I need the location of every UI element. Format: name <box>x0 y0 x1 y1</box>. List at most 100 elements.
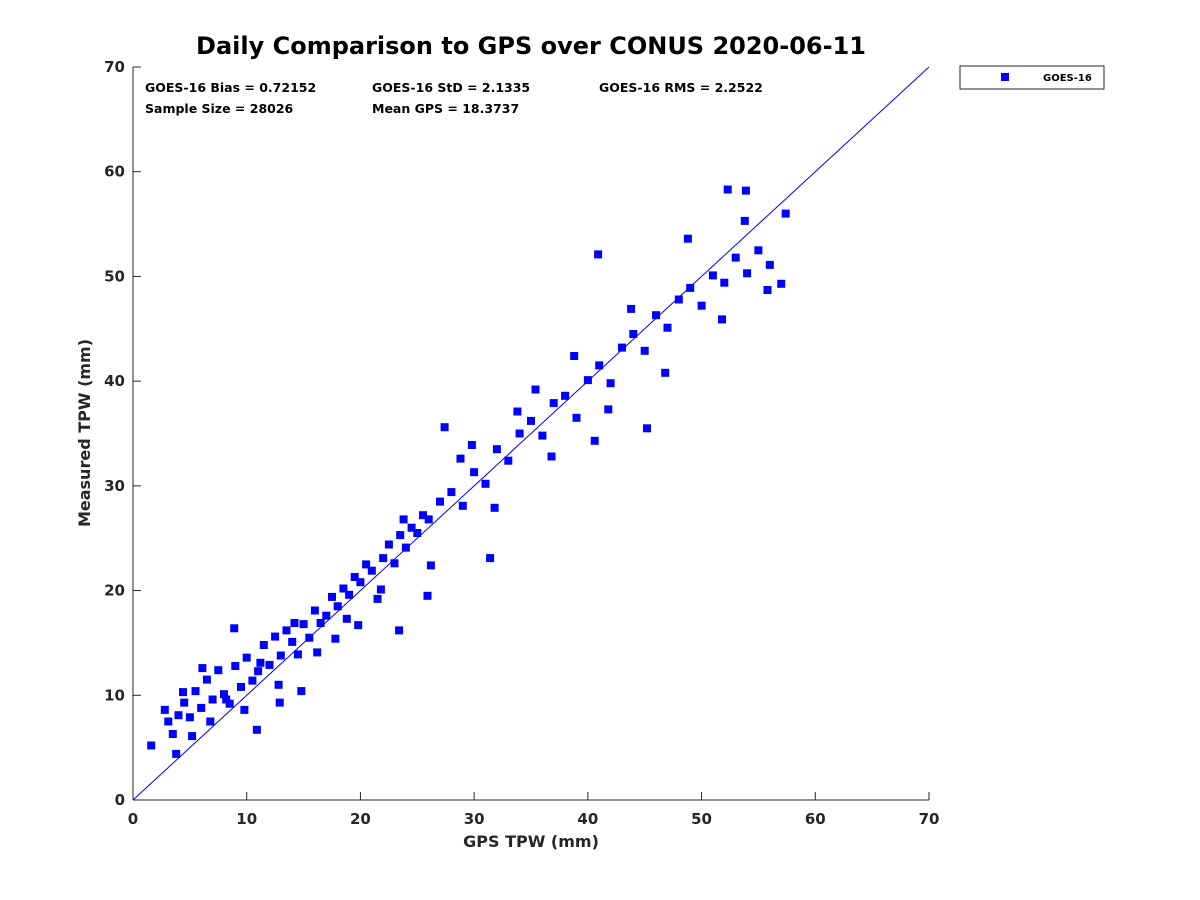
data-point <box>674 295 683 304</box>
data-point <box>424 515 433 524</box>
data-point <box>373 594 382 603</box>
data-point <box>214 666 223 675</box>
data-point <box>399 515 408 524</box>
data-point <box>384 540 393 549</box>
data-point <box>504 456 513 465</box>
data-point <box>276 651 285 660</box>
data-point <box>179 688 187 697</box>
data-point <box>456 454 465 463</box>
data-point <box>643 424 651 433</box>
data-point <box>356 578 365 587</box>
axes <box>132 67 929 801</box>
legend-marker-goes-16 <box>1001 73 1009 81</box>
x-tick-label: 20 <box>350 810 371 828</box>
data-point <box>333 602 342 611</box>
data-point <box>697 301 706 310</box>
data-point <box>570 352 579 360</box>
data-point <box>191 687 200 696</box>
y-tick-label: 50 <box>104 267 125 285</box>
y-tick-label: 40 <box>104 372 125 390</box>
data-point <box>208 695 217 704</box>
data-point <box>259 641 268 649</box>
data-point <box>290 619 299 627</box>
data-point <box>367 566 376 575</box>
scatter-points <box>147 185 790 758</box>
data-point <box>198 664 207 673</box>
data-point <box>168 730 177 738</box>
x-tick-label: 60 <box>805 810 826 828</box>
data-point <box>683 234 692 243</box>
data-point <box>339 584 348 593</box>
y-tick-label: 20 <box>104 582 125 600</box>
data-point <box>720 278 729 287</box>
y-axis-ticks: 0 10 20 30 40 50 60 70 <box>104 58 141 809</box>
data-point <box>188 732 197 741</box>
data-point <box>590 436 599 445</box>
data-point <box>447 488 456 497</box>
data-point <box>274 680 283 689</box>
data-point <box>763 286 772 294</box>
data-point <box>180 698 189 707</box>
data-point <box>440 423 449 432</box>
data-point <box>458 501 467 510</box>
data-point <box>328 592 336 601</box>
data-point <box>481 479 490 488</box>
data-point <box>604 405 613 414</box>
data-point <box>206 717 215 726</box>
data-point <box>401 543 410 552</box>
stat-rms: GOES-16 RMS = 2.2522 <box>599 80 763 95</box>
data-point <box>419 511 427 520</box>
data-point <box>185 713 194 722</box>
data-point <box>561 391 570 400</box>
data-point <box>164 717 173 726</box>
data-point <box>395 626 404 635</box>
x-tick-label: 10 <box>236 810 257 828</box>
data-point <box>629 330 638 338</box>
data-point <box>396 531 405 540</box>
stat-bias: GOES-16 Bias = 0.72152 <box>145 80 316 95</box>
x-axis-label: GPS TPW (mm) <box>463 832 599 851</box>
y-tick-label: 60 <box>104 163 125 181</box>
data-point <box>174 711 183 720</box>
y-tick-label: 70 <box>104 58 125 76</box>
y-tick-label: 10 <box>104 686 125 704</box>
data-point <box>252 725 261 734</box>
data-point <box>572 413 581 422</box>
data-point <box>723 185 732 194</box>
data-point <box>316 619 325 627</box>
data-point <box>527 416 535 425</box>
data-point <box>663 323 672 332</box>
data-point <box>470 468 479 477</box>
data-point <box>640 346 649 355</box>
data-point <box>436 497 444 506</box>
data-point <box>220 690 228 699</box>
data-point <box>299 620 308 629</box>
data-point <box>781 209 790 218</box>
data-point <box>322 611 331 620</box>
data-point <box>331 634 340 643</box>
data-point <box>583 376 592 385</box>
one-to-one-reference-line <box>132 66 930 801</box>
data-point <box>350 573 359 581</box>
data-point <box>426 561 435 570</box>
data-point <box>513 407 522 416</box>
data-point <box>230 624 239 633</box>
data-point <box>248 676 257 685</box>
data-point <box>342 614 351 623</box>
y-tick-label: 0 <box>115 791 125 809</box>
data-point <box>197 703 206 712</box>
data-point <box>492 445 501 454</box>
data-point <box>160 705 169 714</box>
stat-sample-size: Sample Size = 28026 <box>145 101 294 116</box>
data-point <box>147 741 156 750</box>
data-point <box>202 675 211 684</box>
data-point <box>265 660 274 669</box>
y-tick-label: 30 <box>104 477 125 495</box>
data-point <box>288 637 297 646</box>
data-point <box>362 560 371 569</box>
data-point <box>731 253 740 262</box>
y-axis-label: Measured TPW (mm) <box>75 339 94 527</box>
data-point <box>618 343 626 352</box>
data-point <box>538 431 547 440</box>
data-point <box>240 705 249 714</box>
